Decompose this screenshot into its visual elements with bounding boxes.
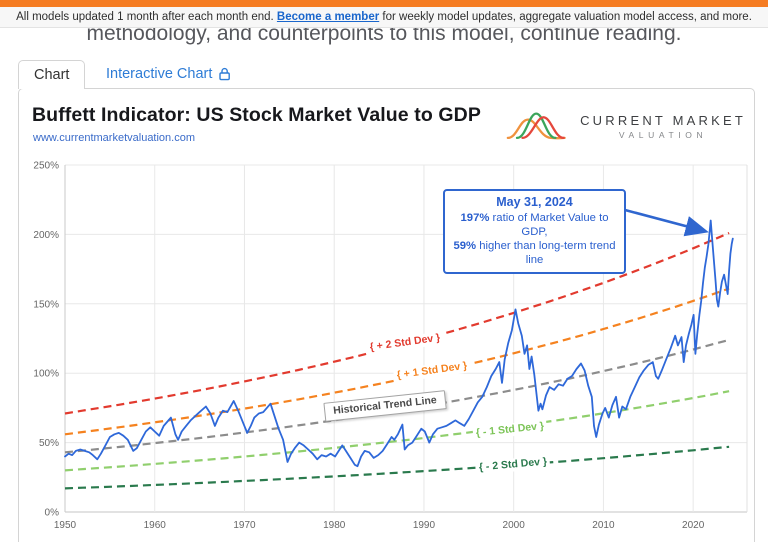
trend-line-1 (64, 287, 730, 436)
svg-text:150%: 150% (33, 299, 59, 310)
svg-text:1980: 1980 (323, 520, 346, 531)
svg-text:50%: 50% (39, 438, 59, 449)
top-accent-bar (0, 0, 768, 7)
svg-text:2020: 2020 (682, 520, 705, 531)
chart-title: Buffett Indicator: US Stock Market Value… (32, 104, 481, 126)
chart-card: Buffett Indicator: US Stock Market Value… (18, 88, 755, 542)
svg-text:0%: 0% (45, 508, 60, 519)
callout-date: May 31, 2024 (496, 195, 573, 209)
lock-icon (219, 67, 231, 81)
tab-interactive-chart-label: Interactive Chart (106, 66, 213, 82)
svg-text:250%: 250% (33, 161, 59, 172)
x-axis-labels: 1950 1960 1970 1980 1990 2000 2010 2020 (54, 520, 705, 531)
svg-text:2000: 2000 (503, 520, 526, 531)
svg-text:1950: 1950 (54, 520, 77, 531)
trend-line-0 (64, 231, 730, 415)
callout-arrow (624, 208, 709, 237)
become-member-link[interactable]: Become a member (276, 11, 380, 23)
logo-text: CURRENT MARKET VALUATION (580, 113, 746, 140)
banner-text-before: All models updated 1 month after each mo… (16, 11, 277, 23)
cmv-logo: CURRENT MARKET VALUATION (506, 107, 746, 145)
tab-chart[interactable]: Chart (18, 60, 86, 89)
tab-chart-label: Chart (34, 67, 70, 83)
svg-text:1990: 1990 (413, 520, 436, 531)
svg-text:100%: 100% (33, 369, 59, 380)
membership-banner: All models updated 1 month after each mo… (0, 7, 768, 28)
logo-line2: VALUATION (618, 129, 708, 140)
trend-line-4 (64, 445, 730, 490)
svg-text:200%: 200% (33, 230, 59, 241)
callout-ratio-line: 197% ratio of Market Value to GDP, (460, 212, 609, 238)
svg-text:2010: 2010 (592, 520, 615, 531)
bell-curves-icon (506, 112, 566, 140)
buffett-indicator-series (64, 219, 734, 468)
svg-text:1970: 1970 (233, 520, 256, 531)
y-axis-labels: 0% 50% 100% 150% 200% 250% (33, 161, 59, 519)
trend-line-2 (64, 338, 730, 454)
callout-trend-line: 59% higher than long-term trend line (453, 240, 616, 266)
svg-text:1960: 1960 (144, 520, 167, 531)
banner-text-after: for weekly model updates, aggregate valu… (379, 11, 752, 23)
trend-line-3 (64, 390, 730, 472)
latest-value-callout: May 31, 2024 197% ratio of Market Value … (443, 189, 626, 274)
chart-source-link[interactable]: www.currentmarketvaluation.com (33, 132, 196, 144)
logo-line1: CURRENT MARKET (580, 112, 746, 128)
tab-interactive-chart[interactable]: Interactive Chart (96, 60, 240, 88)
